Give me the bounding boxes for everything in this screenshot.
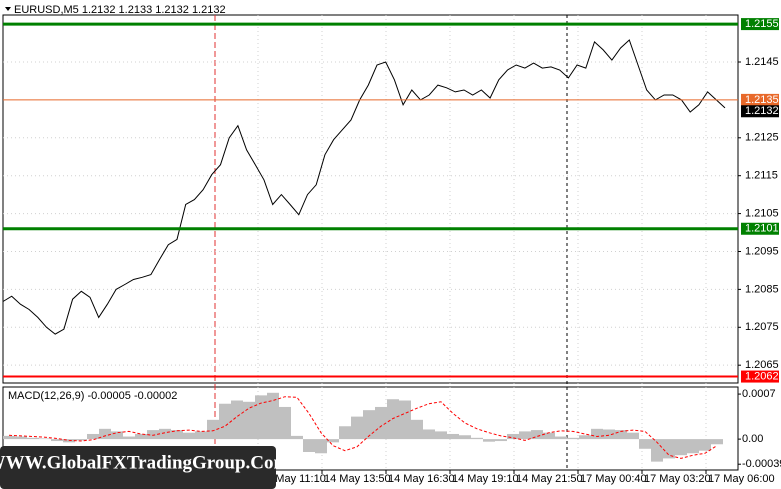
histogram-bar (3, 435, 15, 440)
histogram-bar (303, 439, 315, 452)
histogram-bar (423, 429, 435, 440)
y-tick-label: -0.00039 (742, 458, 781, 470)
histogram-bar (519, 431, 531, 440)
x-tick-label: 14 May 13:50 (324, 473, 391, 485)
level-label: 1.2062 (745, 370, 779, 382)
histogram-bar (291, 435, 303, 440)
y-tick-label: 0.00 (742, 433, 763, 445)
histogram-bar (399, 400, 411, 440)
macd-frame (2, 386, 739, 471)
histogram-bar (351, 416, 363, 440)
histogram-bar (699, 439, 711, 451)
histogram-bar (663, 439, 675, 459)
y-tick-label: 1.2075 (745, 321, 779, 333)
level-label-box (741, 370, 779, 383)
histogram-bar (567, 437, 579, 440)
x-tick-label: 14 May 16:30 (388, 473, 455, 485)
histogram-bar (591, 428, 603, 440)
histogram-bar (543, 432, 555, 440)
histogram-bar (375, 406, 387, 440)
histogram-bar (555, 436, 567, 440)
last-price-label: 1.2132 (745, 105, 779, 117)
level-label-box (741, 93, 779, 106)
y-tick-label: 1.2095 (745, 245, 779, 257)
x-tick-label: 17 May 06:00 (708, 473, 775, 485)
chart-title: EURUSD,M5 1.2132 1.2133 1.2132 1.2132 (14, 4, 226, 16)
histogram-bar (39, 438, 51, 440)
last-price-box (741, 105, 779, 118)
histogram-bar (687, 439, 699, 454)
histogram-bar (171, 430, 183, 440)
histogram-bar (579, 435, 591, 440)
histogram-bar (87, 433, 99, 440)
x-tick-label: 14 May 11:10 (260, 473, 326, 485)
y-tick-label: 1.2105 (745, 207, 779, 219)
histogram-bar (495, 439, 507, 442)
histogram-bar (711, 439, 723, 445)
histogram-bar (315, 439, 327, 454)
histogram-bar (135, 433, 147, 440)
price-line (2, 39, 726, 335)
histogram-bar (675, 439, 687, 456)
histogram-bar (255, 395, 267, 440)
histogram-bar (267, 392, 279, 440)
histogram-bar (615, 430, 627, 440)
histogram-bar (447, 433, 459, 440)
histogram-bar (207, 419, 219, 440)
histogram-bar (651, 439, 663, 462)
histogram-bar (123, 436, 135, 440)
histogram-bar (231, 400, 243, 440)
x-tick-label: 17 May 03:20 (644, 473, 711, 485)
level-label-box (741, 18, 779, 31)
histogram-bar (51, 439, 63, 442)
y-tick-label: 1.2065 (745, 359, 779, 371)
y-tick-label: 1.2145 (745, 56, 779, 68)
y-tick-label: 1.2115 (745, 170, 778, 182)
level-label: 1.2155 (745, 18, 779, 30)
histogram-bar (603, 429, 615, 440)
histogram-bar (147, 430, 159, 440)
histogram-bar (435, 431, 447, 440)
level-label: 1.2101 (745, 223, 779, 235)
y-tick-label: 1.2125 (745, 132, 779, 144)
watermark-box (0, 446, 276, 489)
histogram-bar (639, 439, 651, 449)
histogram-bar (387, 399, 399, 440)
histogram-bar (339, 426, 351, 440)
level-label: 1.2135 (745, 94, 779, 106)
histogram-bar (531, 430, 543, 440)
macd-title: MACD(12,26,9) -0.00005 -0.00002 (8, 390, 177, 402)
histogram-bar (411, 419, 423, 440)
y-tick-label: 0.0007 (742, 388, 776, 400)
histogram-bar (159, 428, 171, 440)
histogram-bar (183, 432, 195, 440)
histogram-bar (459, 435, 471, 440)
x-tick-label: 14 May 21:50 (516, 473, 583, 485)
price-frame (2, 14, 739, 384)
histogram-bar (627, 432, 639, 440)
histogram-bar (471, 437, 483, 440)
histogram-bar (99, 428, 111, 440)
histogram-bar (219, 403, 231, 440)
histogram-bar (195, 431, 207, 440)
histogram-bar (507, 433, 519, 440)
x-tick-label: 17 May 00:40 (580, 473, 647, 485)
y-tick-label: 1.2085 (745, 283, 779, 295)
histogram-bar (111, 431, 123, 440)
x-tick-label: 14 May 19:10 (452, 473, 519, 485)
histogram-bar (327, 439, 339, 443)
watermark: WWW.GlobalFXTradingGroup.Com (0, 452, 289, 473)
histogram-bar (363, 410, 375, 440)
level-label-box (741, 222, 779, 235)
symbol-marker (5, 7, 11, 11)
histogram-bar (75, 439, 87, 441)
histogram-bar (279, 406, 291, 440)
histogram-bar (243, 401, 255, 440)
signal-line (8, 396, 718, 459)
histogram-bar (15, 436, 27, 440)
histogram-bar (483, 439, 495, 442)
histogram-bar (27, 437, 39, 440)
